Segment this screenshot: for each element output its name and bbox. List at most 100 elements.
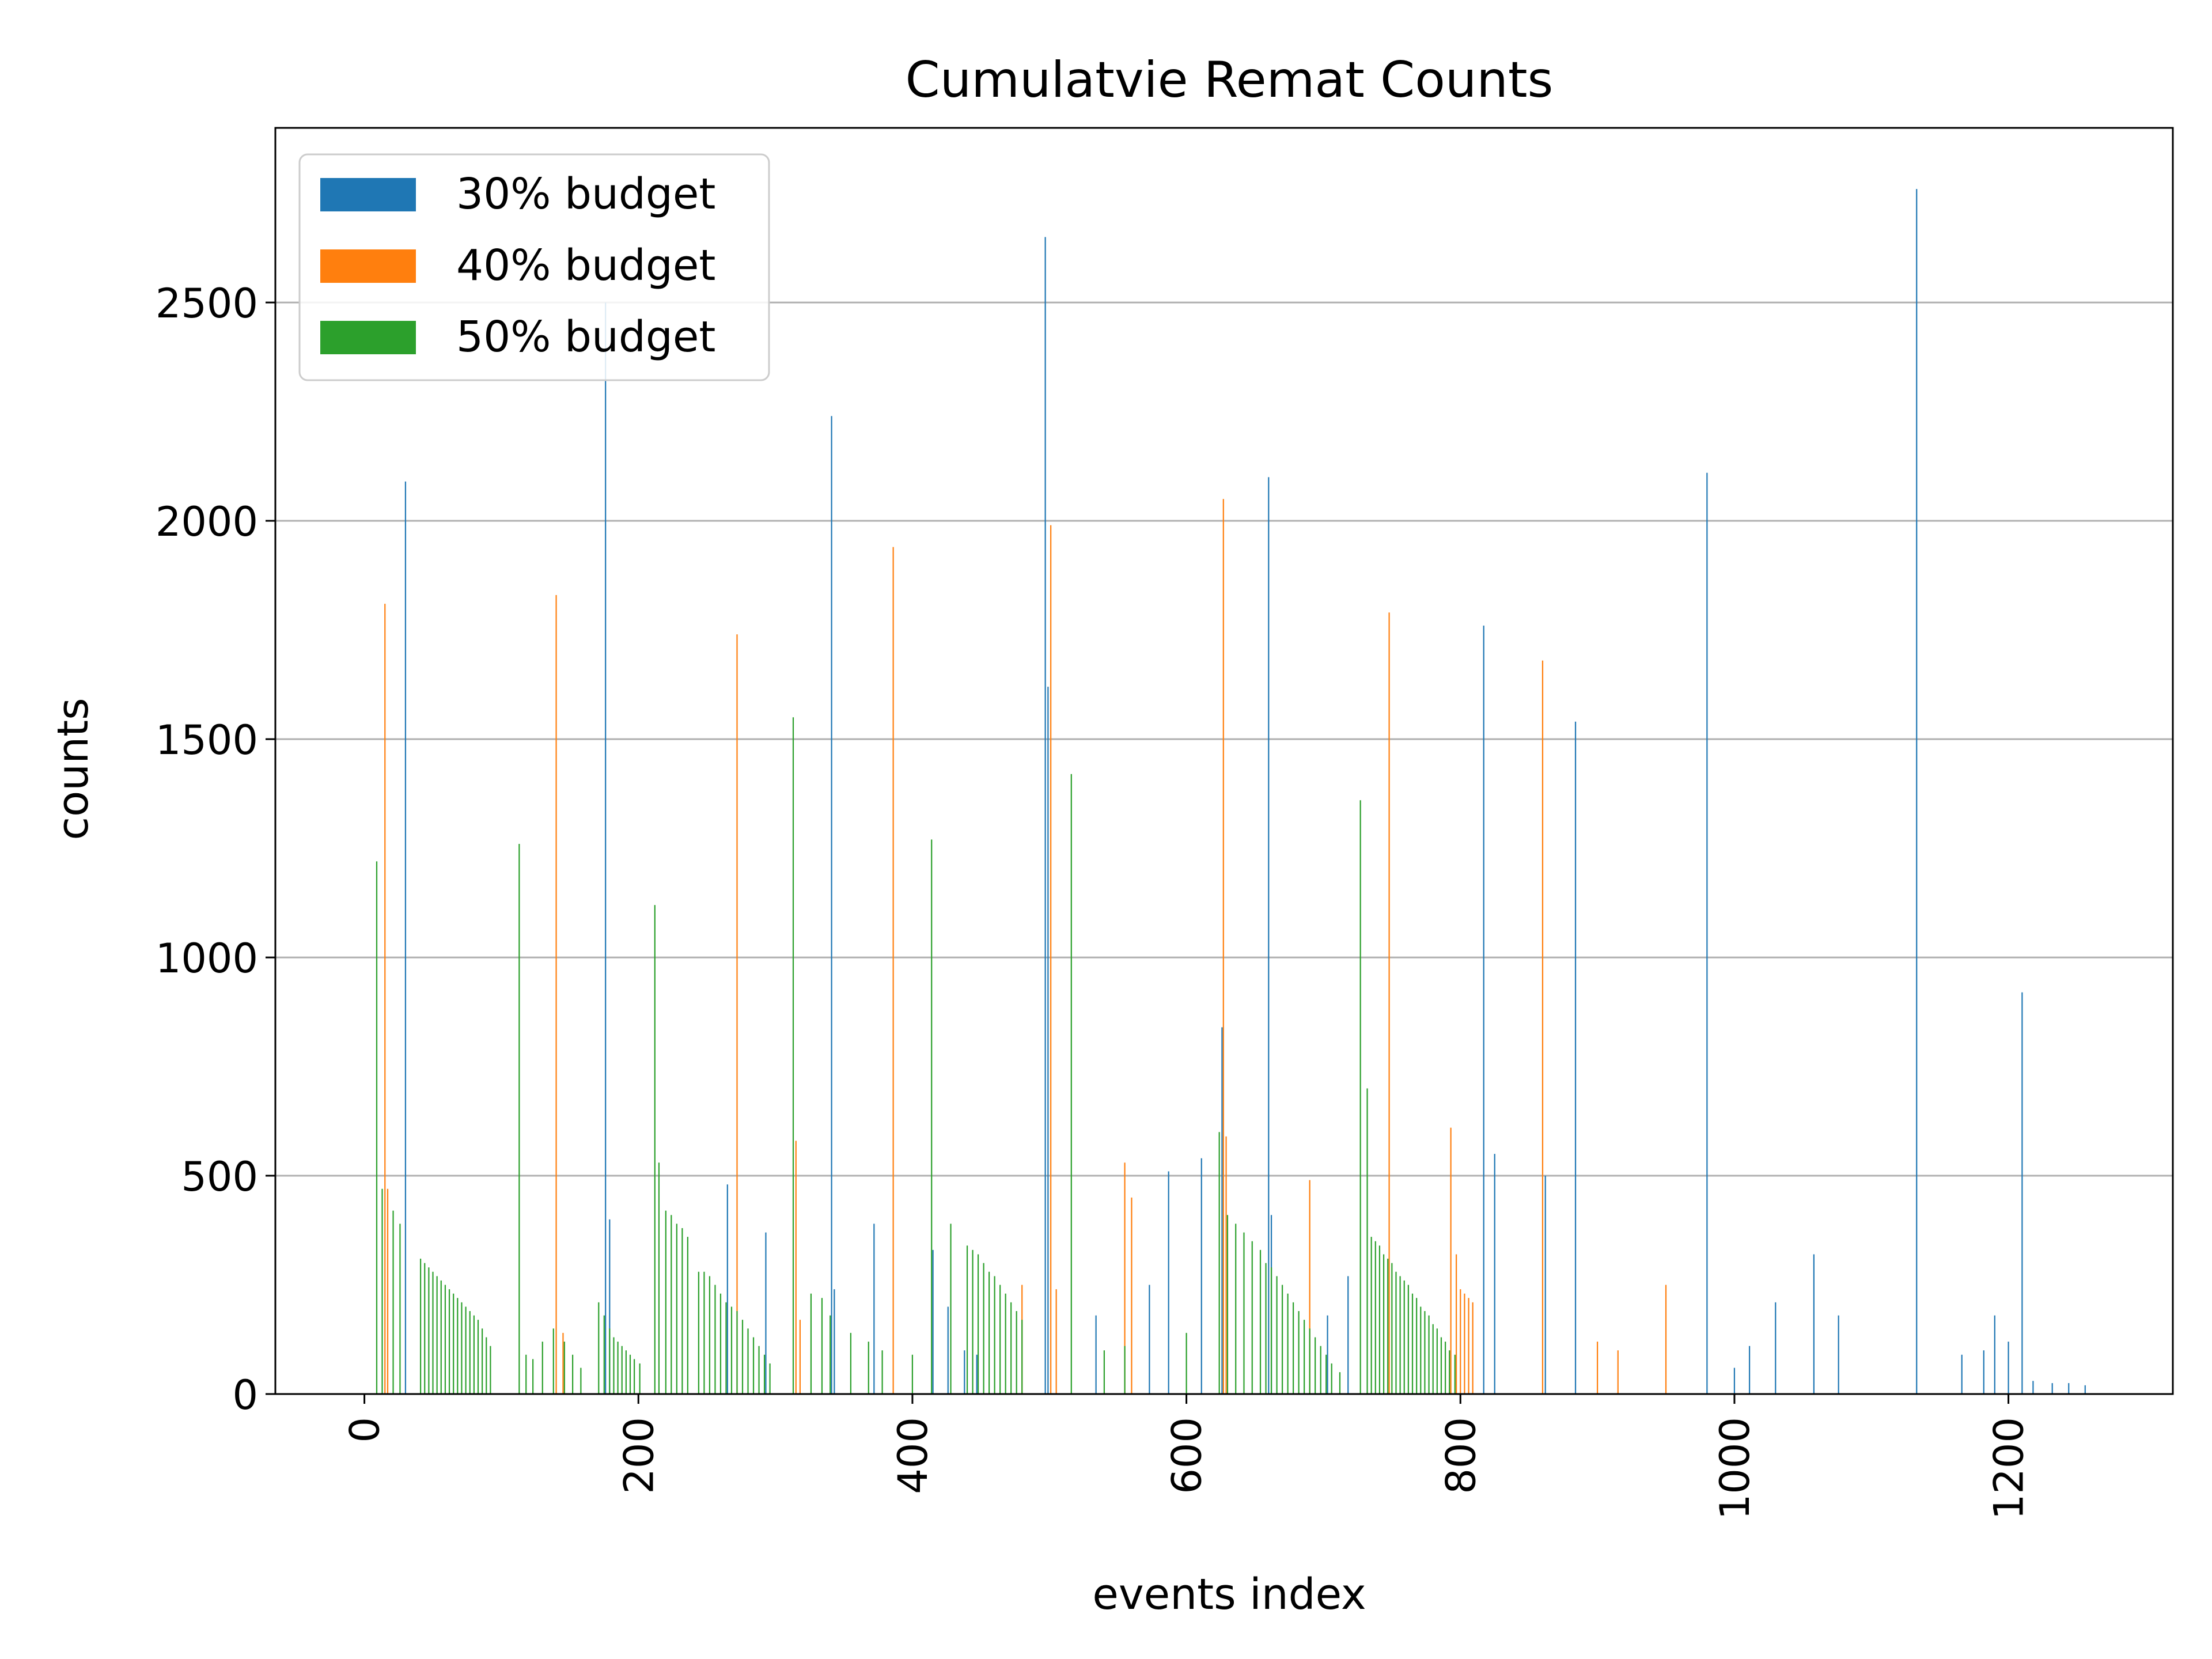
- bar: [428, 1267, 430, 1394]
- bar: [1281, 1285, 1283, 1394]
- bar: [525, 1354, 527, 1394]
- bar: [1218, 1132, 1220, 1394]
- bar: [1103, 1350, 1105, 1394]
- bar: [665, 1210, 666, 1394]
- bar: [1733, 1368, 1736, 1394]
- bar: [654, 905, 656, 1394]
- bar: [1005, 1293, 1006, 1394]
- bar: [1775, 1302, 1777, 1394]
- bar: [1994, 1315, 1995, 1394]
- bar: [532, 1359, 534, 1394]
- bar: [1449, 1350, 1450, 1394]
- bar: [2032, 1381, 2034, 1394]
- bar: [681, 1228, 683, 1394]
- bar: [2021, 992, 2023, 1394]
- bar: [1436, 1328, 1438, 1394]
- bar: [1200, 1158, 1202, 1394]
- bar: [381, 1188, 383, 1394]
- bar: [1276, 1276, 1278, 1394]
- bar: [387, 1188, 389, 1394]
- bar: [1070, 774, 1072, 1394]
- bar: [1617, 1350, 1619, 1394]
- bar: [792, 717, 794, 1394]
- bar: [1464, 1293, 1465, 1394]
- bar: [1268, 477, 1270, 1394]
- y-axis-ticks: 0 500 1000 1500 2000 2500: [156, 280, 275, 1419]
- legend-swatch-30-budget: [320, 178, 416, 211]
- bar: [1304, 1320, 1305, 1394]
- bar: [1095, 1315, 1097, 1394]
- bar: [555, 594, 557, 1394]
- bar: [1374, 1241, 1376, 1394]
- bar: [1428, 1315, 1430, 1394]
- bar: [562, 1332, 564, 1394]
- bar: [1010, 1302, 1012, 1394]
- bar: [994, 1276, 995, 1394]
- bar: [1916, 189, 1918, 1394]
- x-tick-label: 600: [1164, 1417, 1211, 1494]
- bar: [911, 1354, 914, 1394]
- bar: [2008, 1342, 2009, 1394]
- bar: [868, 1342, 869, 1394]
- bar: [1221, 1027, 1223, 1394]
- bar: [639, 1363, 641, 1394]
- bar: [477, 1320, 479, 1394]
- bar: [736, 634, 738, 1394]
- legend: 30% budget 40% budget 50% budget: [298, 153, 770, 381]
- bar: [1298, 1310, 1300, 1394]
- bar: [1596, 1342, 1599, 1394]
- bar: [966, 1245, 968, 1394]
- bar: [931, 839, 933, 1394]
- x-tick-label: 400: [889, 1417, 937, 1494]
- bar: [1395, 1271, 1397, 1394]
- legend-swatch-40-budget: [320, 249, 416, 283]
- bar: [726, 1184, 728, 1394]
- bar: [1574, 721, 1577, 1394]
- bar: [1251, 1241, 1253, 1394]
- bar: [1309, 1180, 1310, 1394]
- bar: [1468, 1298, 1469, 1394]
- bar: [741, 1320, 744, 1394]
- bar: [465, 1306, 467, 1394]
- bar: [1420, 1306, 1422, 1394]
- bar: [598, 1302, 600, 1394]
- bar: [671, 1215, 672, 1394]
- series-0: [404, 189, 2086, 1395]
- bar: [541, 1342, 543, 1394]
- bar: [999, 1285, 1001, 1394]
- bar: [758, 1346, 760, 1394]
- bar: [2051, 1383, 2053, 1394]
- bar: [621, 1346, 623, 1394]
- bar: [1378, 1245, 1381, 1394]
- y-tick-label: 2500: [156, 280, 258, 327]
- bar: [1424, 1310, 1426, 1394]
- bar: [698, 1271, 700, 1394]
- bar: [609, 1219, 611, 1394]
- bar: [1259, 1249, 1262, 1394]
- bar: [634, 1359, 635, 1394]
- bar: [469, 1310, 471, 1394]
- bar: [983, 1263, 984, 1394]
- bar: [1391, 1263, 1393, 1394]
- bar: [1222, 499, 1224, 1394]
- y-axis-label: counts: [48, 698, 98, 840]
- bar: [1309, 1328, 1310, 1394]
- y-tick-label: 0: [232, 1372, 258, 1419]
- bar: [892, 547, 894, 1394]
- bar: [482, 1328, 483, 1394]
- bar: [1456, 1254, 1457, 1394]
- bar: [1327, 1315, 1328, 1394]
- x-tick-label: 1000: [1711, 1417, 1759, 1520]
- bar: [440, 1280, 442, 1394]
- bar: [1813, 1254, 1815, 1394]
- bar: [1055, 1289, 1057, 1394]
- bar: [436, 1276, 438, 1394]
- bar: [1541, 660, 1544, 1394]
- bar: [719, 1293, 722, 1394]
- bar: [1050, 525, 1052, 1394]
- bar: [2084, 1385, 2086, 1394]
- bar: [1494, 1154, 1495, 1394]
- bar: [457, 1298, 459, 1394]
- chart-title: Cumulatvie Remat Counts: [906, 51, 1554, 109]
- bar: [1168, 1171, 1169, 1394]
